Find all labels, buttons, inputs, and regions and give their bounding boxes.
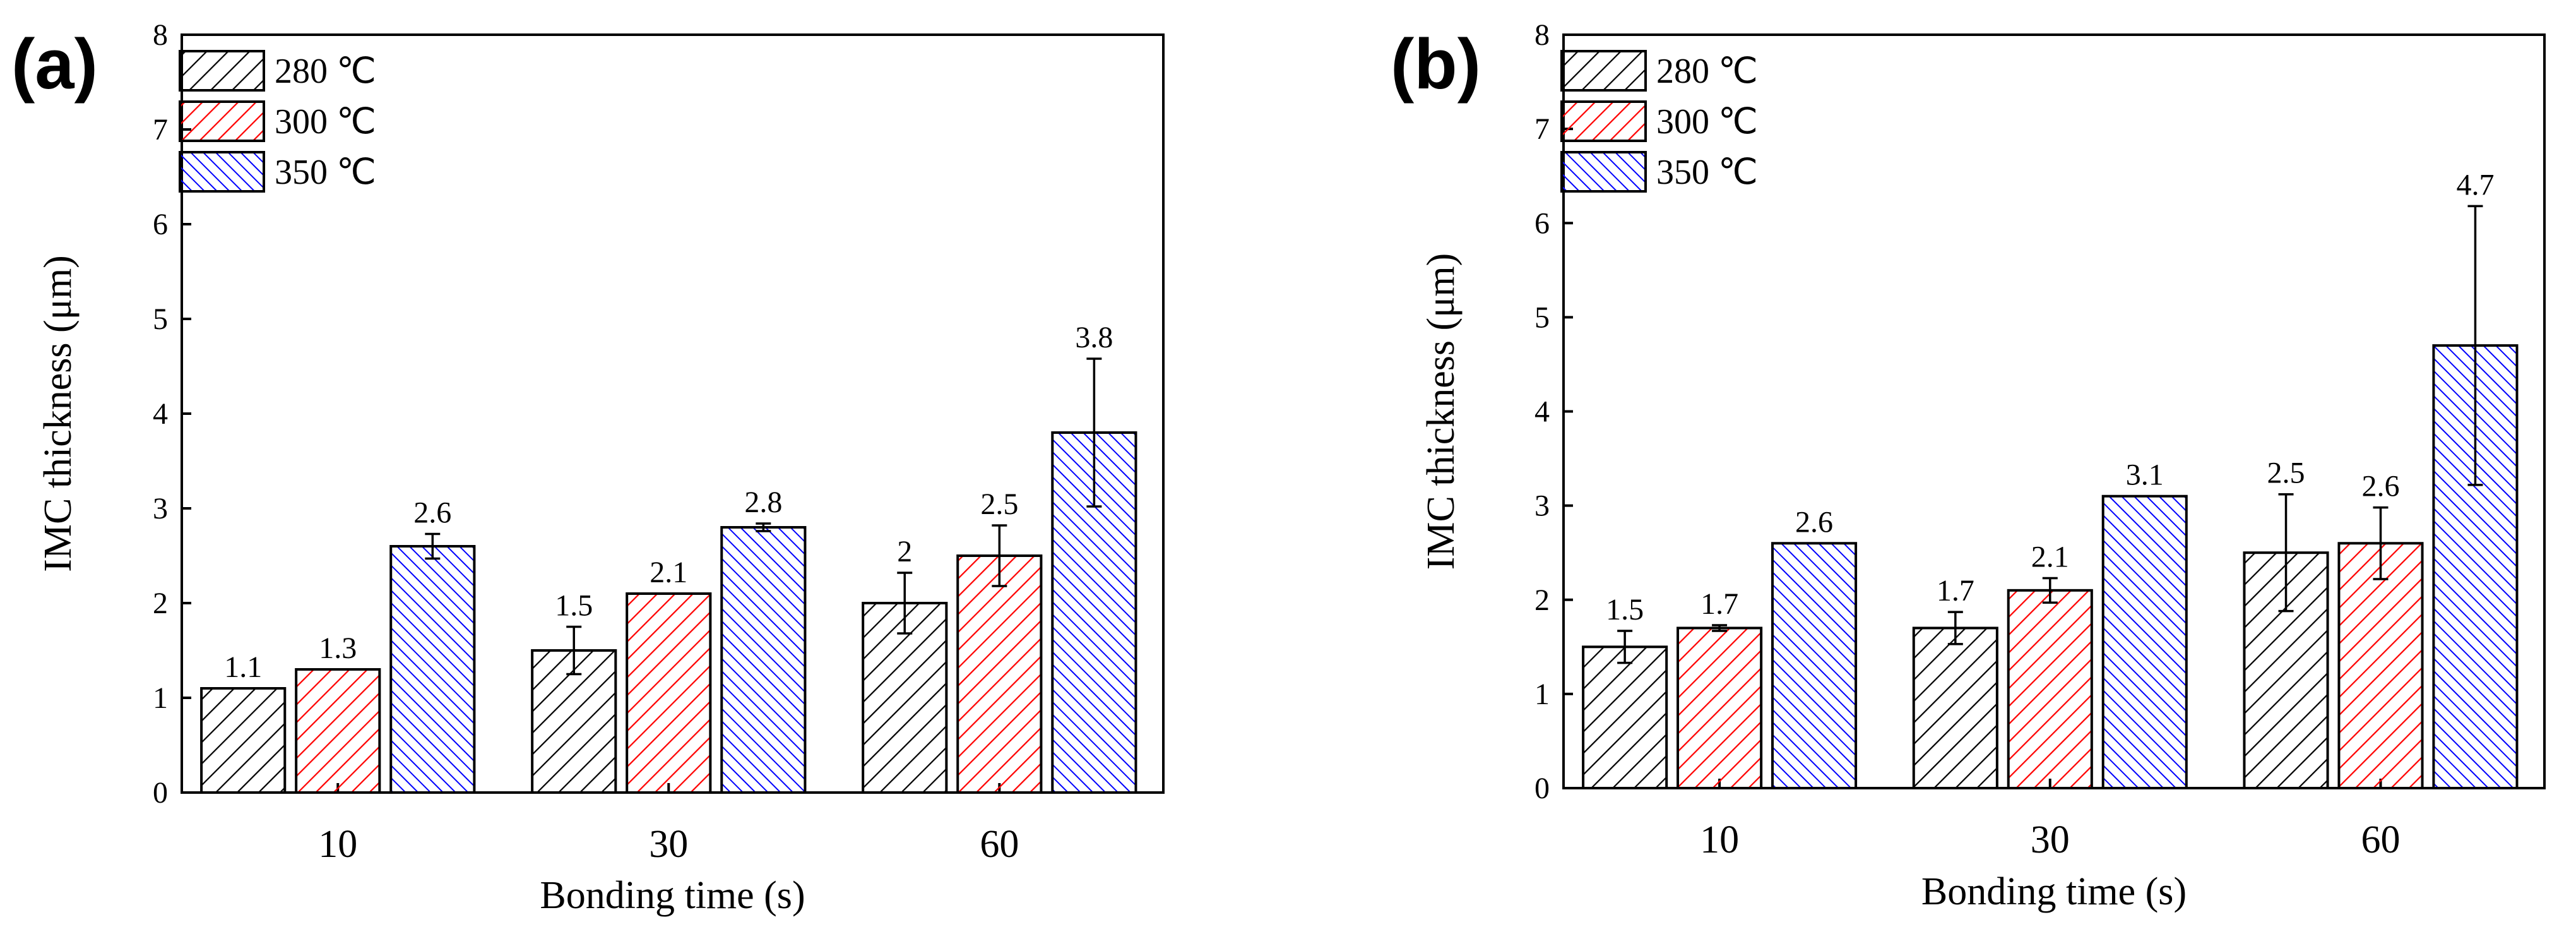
data-label: 2.5 [980,488,1018,521]
data-label: 2.1 [650,556,687,589]
data-label: 2 [897,535,912,568]
data-label: 1.5 [1606,593,1644,626]
legend-swatch [1560,50,1647,92]
legend-swatch [179,50,265,92]
legend-label: 350 ℃ [1656,153,1758,192]
y-tick-label: 4 [153,397,168,431]
y-axis-label: IMC thickness (μm) [37,255,80,572]
x-axis-label: Bonding time (s) [540,874,805,917]
y-tick-label: 6 [1534,207,1550,240]
x-tick-label: 10 [318,823,357,866]
x-tick-label: 60 [2361,818,2400,861]
data-label: 2.1 [2031,540,2069,573]
y-tick-label: 3 [1534,489,1550,523]
legend-swatch [179,151,265,193]
y-axis-label: IMC thickness (μm) [1420,253,1463,570]
bar [200,687,287,794]
bar [720,526,807,794]
y-tick-label: 1 [153,681,168,715]
chart-panel-a: 0 1 2 3 4 5 6 7 8 10 30 60 Bonding time (s) IMC thick… [37,18,1165,917]
bar [626,592,712,794]
x-tick-label: 10 [1700,818,1739,861]
bar [2432,344,2519,789]
panel-label-a: (a) [11,25,98,104]
legend-label: 280 ℃ [1656,52,1758,91]
x-tick-label: 30 [649,823,688,866]
y-tick-label: 8 [1534,18,1550,52]
legend-label: 300 ℃ [275,102,376,141]
y-tick-label: 6 [153,208,168,241]
data-label: 2.8 [744,486,782,519]
data-label: 3.1 [2126,458,2164,492]
bar [1677,626,1763,789]
y-tick-label: 7 [1534,112,1550,146]
data-label: 2.6 [1795,505,1833,539]
legend-swatch [1560,100,1647,142]
bar [295,668,381,794]
legend-swatch [179,100,265,142]
data-label: 1.3 [319,632,357,665]
bar [1912,626,1998,789]
chart-panel-b: 0 1 2 3 4 5 6 7 8 10 30 60 Bonding time (s) IMC thick… [1420,18,2546,913]
y-tick-label: 5 [1534,301,1550,334]
x-tick-label: 60 [980,823,1019,866]
y-tick-label: 8 [153,18,168,52]
data-label: 1.7 [1937,574,1974,608]
y-tick-label: 5 [153,302,168,336]
bar [956,554,1043,794]
data-label: 2.6 [413,496,451,530]
bar [2101,494,2188,790]
bar [1771,542,1858,790]
legend-swatch [1560,151,1647,193]
data-label: 2.5 [2267,457,2305,490]
data-label: 3.8 [1075,321,1113,354]
x-tick-label: 30 [2031,818,2070,861]
bar [2337,542,2424,790]
data-label: 1.7 [1701,587,1738,621]
bar [1582,645,1668,789]
legend-label: 350 ℃ [275,153,376,192]
y-tick-label: 3 [153,492,168,525]
data-label: 1.1 [224,650,262,684]
data-label: 2.6 [2361,470,2399,503]
y-tick-label: 2 [1534,584,1550,617]
legend-label: 300 ℃ [1656,102,1758,141]
y-tick-label: 4 [1534,395,1550,429]
y-tick-label: 7 [153,113,168,147]
x-axis-label: Bonding time (s) [1921,870,2187,913]
bar [2007,589,2093,790]
y-tick-label: 2 [153,587,168,620]
legend-label: 280 ℃ [275,52,376,91]
y-tick-label: 0 [1534,772,1550,805]
data-label: 1.5 [555,589,593,623]
panel-label-b: (b) [1391,25,1481,104]
y-tick-label: 1 [1534,678,1550,711]
y-tick-label: 0 [153,776,168,810]
bar [389,545,476,794]
data-label: 4.7 [2456,168,2494,201]
